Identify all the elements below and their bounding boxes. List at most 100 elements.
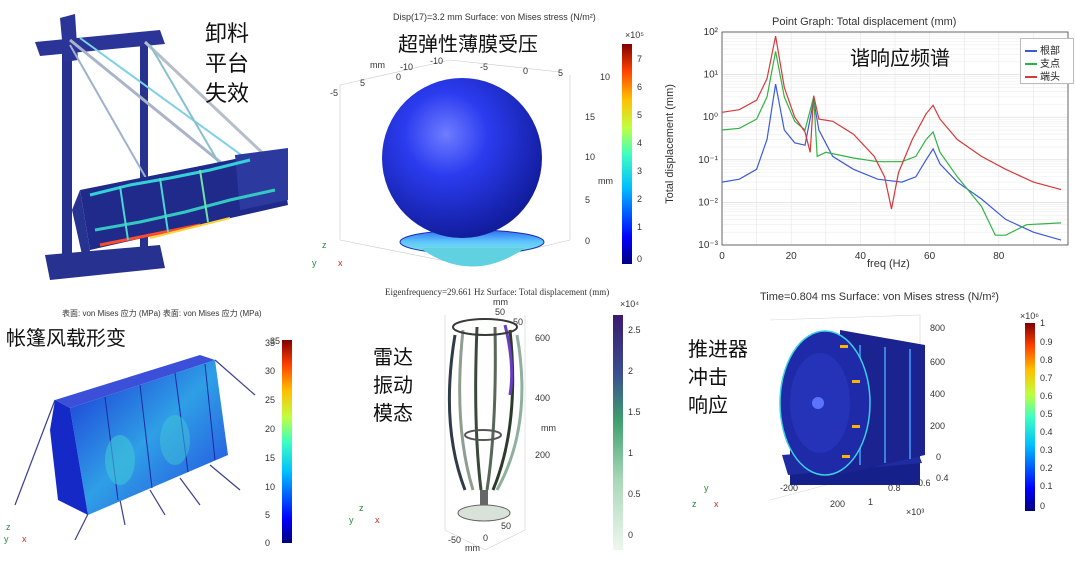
platform-caption: 卸料 平台 失效	[205, 20, 249, 110]
axis-tick: -5	[330, 88, 339, 98]
triad-axis: y	[4, 534, 9, 544]
y-tick-label: 10⁻³	[698, 240, 718, 251]
triad-axis: y	[704, 483, 709, 493]
axis-tick: 0.4	[936, 473, 949, 483]
legend-entry: 根部	[1025, 42, 1060, 57]
axis-tick: 400	[930, 389, 946, 399]
y-tick-label: 10⁻²	[698, 197, 718, 208]
axis-tick: 0.6	[918, 478, 931, 488]
colorbar-tick: 0	[637, 254, 643, 264]
colorbar-tick: 1	[1040, 318, 1046, 328]
thruster-render	[769, 314, 925, 501]
tent-header: 表面: von Mises 应力 (MPa) 表面: von Mises 应力 …	[62, 309, 262, 318]
colorbar-tick: 1	[628, 448, 634, 458]
axis-unit: mm	[370, 60, 385, 70]
axis-exponent: ×10³	[906, 507, 925, 517]
x-tick-label: 20	[786, 251, 798, 262]
colorbar-tick: 0.6	[1040, 391, 1053, 401]
triad-axis: z	[692, 499, 697, 509]
y-tick-label: 10¹	[704, 70, 719, 81]
axis-tick: 0	[936, 452, 942, 462]
x-tick-label: 80	[993, 251, 1005, 262]
axis-tick: 1	[868, 497, 874, 507]
colorbar-tick: 0.9	[1040, 337, 1053, 347]
colorbar-ticks: 35	[270, 336, 300, 548]
colorbar-tick: 6	[637, 82, 643, 92]
legend-swatch	[1025, 50, 1037, 52]
radar-panel: Eigenfrequency=29.661 Hz Surface: Total …	[345, 285, 655, 568]
colorbar-tick: 5	[265, 510, 271, 520]
triad-axis: z	[322, 240, 327, 250]
axis-tick: 0	[396, 72, 402, 82]
colorbar-tick: 0	[628, 530, 634, 540]
axis-tick: -200	[780, 483, 799, 493]
legend-entry: 支点	[1025, 55, 1060, 70]
caption-line: 平台	[205, 52, 250, 77]
colorbar-tick: 0.8	[1040, 355, 1053, 365]
legend-swatch	[1025, 63, 1037, 65]
axis-tick: -10	[430, 56, 444, 66]
colorbar-tick: 30	[265, 366, 276, 376]
colorbar-tick: 35	[265, 338, 276, 348]
colorbar-tick: 10	[265, 482, 276, 492]
radar-header: Eigenfrequency=29.661 Hz Surface: Total …	[385, 287, 610, 297]
axis-tick: 50	[495, 307, 506, 317]
legend-swatch	[1025, 76, 1037, 78]
caption-line: 冲击	[688, 365, 728, 389]
colorbar-tick: 0.4	[1040, 427, 1053, 437]
colorbar-tick: 0.3	[1040, 445, 1053, 455]
axis-tick: 0	[523, 66, 529, 76]
legend-entry: 端头	[1025, 68, 1060, 83]
colorbar-tick: 0	[1040, 501, 1046, 511]
membrane-header: Disp(17)=3.2 mm Surface: von Mises stres…	[393, 12, 596, 22]
axis-tick: 200	[930, 421, 946, 431]
colorbar-tick: 25	[265, 395, 276, 405]
axis-unit: mm	[598, 176, 613, 186]
tent-render	[14, 355, 256, 541]
colorbar-tick: 20	[265, 424, 276, 434]
membrane-caption: 超弹性薄膜受压	[398, 32, 538, 56]
legend-label: 根部	[1040, 46, 1060, 57]
triad-axis: y	[349, 515, 354, 525]
axis-tick: 0	[585, 236, 591, 246]
triad-axis: x	[375, 515, 380, 525]
triad-axis: z	[359, 503, 364, 513]
membrane-render	[339, 59, 571, 267]
y-axis-label: Total displacement (mm)	[663, 84, 676, 204]
colorbar-tick: 15	[265, 453, 276, 463]
colorbar-tick: 0	[265, 538, 271, 548]
series-line	[721, 35, 1062, 210]
y-tick-label: 10²	[704, 27, 719, 38]
radar-caption: 雷达 振动 模态	[373, 343, 413, 427]
colorbar	[613, 315, 623, 550]
axis-tick: 200	[830, 499, 846, 509]
platform-panel: 卸料 平台 失效	[0, 0, 290, 285]
colorbar-tick: 3	[637, 166, 643, 176]
legend-label: 支点	[1040, 59, 1060, 70]
colorbar	[1025, 323, 1035, 511]
legend-label: 端头	[1040, 72, 1060, 83]
triad-axis: z	[6, 522, 11, 532]
axis-tick: 600	[535, 333, 551, 343]
axis-unit: mm	[465, 543, 480, 553]
colorbar-tick: 2	[628, 366, 634, 376]
colorbar-tick: 5	[637, 110, 643, 120]
thruster-header: Time=0.804 ms Surface: von Mises stress …	[760, 291, 999, 303]
colorbar-tick: 35	[270, 336, 281, 346]
axis-tick: -50	[510, 317, 524, 327]
colorbar-tick: 0.5	[1040, 409, 1053, 419]
colorbar-tick: 0.1	[1040, 481, 1053, 491]
axis-tick: 200	[535, 450, 551, 460]
chart-title: Point Graph: Total displacement (mm)	[772, 16, 957, 28]
axis-tick: 5	[585, 195, 591, 205]
axis-tick: 50	[501, 521, 512, 531]
colorbar-exponent: ×10⁵	[625, 30, 644, 40]
axis-tick: -10	[400, 62, 414, 72]
axis-tick: 0.8	[888, 483, 901, 493]
colorbar-tick: 2.5	[628, 325, 641, 335]
colorbar-tick: 2	[637, 194, 643, 204]
colorbar	[282, 340, 292, 543]
axis-tick: 0	[483, 533, 489, 543]
x-tick-label: 0	[719, 251, 725, 262]
series-line	[721, 83, 1062, 241]
